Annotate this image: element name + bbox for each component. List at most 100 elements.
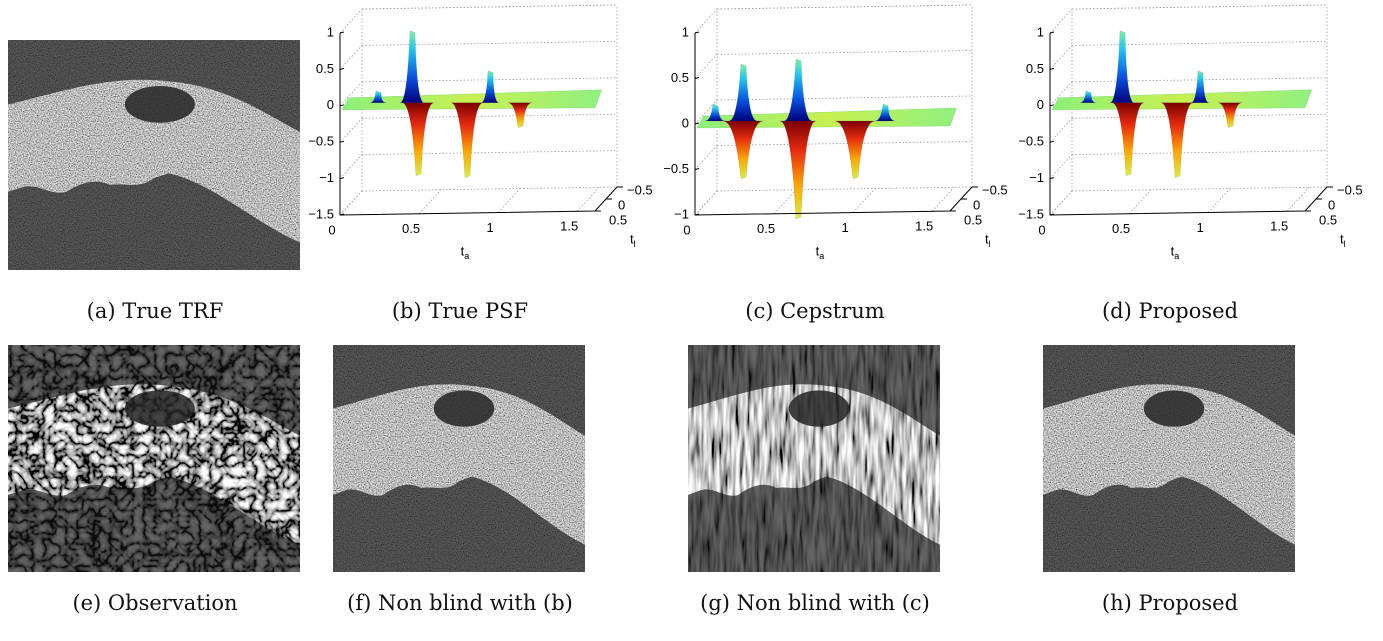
caption: (d) Proposed <box>1102 299 1238 323</box>
z-tick <box>1049 104 1055 107</box>
z-tick-label: 0 <box>327 97 334 112</box>
z-tick-label: −1 <box>319 170 334 185</box>
surface-trough <box>1111 102 1145 177</box>
z-tick-label: −1 <box>1029 170 1044 185</box>
grid-line <box>1128 189 1152 215</box>
z-tick <box>339 177 345 180</box>
y-tick-label: −0.5 <box>1337 182 1363 197</box>
z-tick-label: −1.5 <box>308 206 334 221</box>
z-tick-label: −1.5 <box>1018 206 1044 221</box>
surface-peak <box>480 70 500 103</box>
surface-trough <box>507 102 533 129</box>
surface-trough <box>779 120 817 220</box>
surface-trough <box>450 102 484 179</box>
axis-line <box>1049 33 1328 216</box>
z-tick <box>339 140 345 143</box>
lesion <box>433 390 495 427</box>
grid-line <box>1049 8 1073 34</box>
surface-trough <box>1160 102 1194 179</box>
z-tick-label: 1 <box>327 24 334 39</box>
surface-plot: 10.50−0.5−10 0.5 1 1.5ta−0.500.5tl <box>663 4 1008 261</box>
image <box>1043 345 1295 572</box>
y-tick-label: −0.5 <box>627 182 653 197</box>
surface-plot: 10.50−0.5−1−1.50 0.5 1 1.5ta−0.500.5tl <box>1018 4 1363 261</box>
grid-line <box>361 4 618 10</box>
grid-line <box>361 77 618 83</box>
z-tick-label: −0.5 <box>663 161 689 176</box>
grid-line <box>694 8 718 34</box>
surface-trough <box>834 120 876 180</box>
z-tick-label: 0.5 <box>316 61 334 76</box>
surface-trough <box>1217 102 1243 129</box>
x-tick-label: 0 <box>1038 222 1045 237</box>
grid-line <box>339 8 363 34</box>
z-tick-label: 0.5 <box>1026 61 1044 76</box>
z-tick <box>694 31 700 34</box>
grid-line <box>361 186 618 192</box>
image <box>333 345 585 572</box>
x-axis-label: ta <box>461 243 470 261</box>
grid-line <box>361 113 618 119</box>
x-tick-label: 0 <box>328 222 335 237</box>
grid-line <box>716 186 973 192</box>
grid-line <box>418 189 442 215</box>
y-tick-label: 0.5 <box>964 212 982 227</box>
z-tick-label: 1 <box>1037 24 1044 39</box>
y-axis-label: tl <box>1340 231 1346 249</box>
caption: (b) True PSF <box>392 299 528 323</box>
grid-line <box>1049 190 1073 216</box>
caption: (a) True TRF <box>87 299 224 323</box>
surface-peak <box>1079 90 1097 103</box>
z-tick <box>694 168 700 170</box>
x-axis-label-sub: a <box>1174 251 1179 261</box>
grid-line <box>694 190 718 216</box>
grid-line <box>716 141 973 146</box>
lesion <box>788 390 850 427</box>
y-axis-label-sub: l <box>634 239 636 249</box>
axis-line <box>339 33 618 216</box>
image <box>8 345 300 572</box>
surface-peak <box>1190 70 1210 103</box>
y-tick-label: 0 <box>973 197 980 212</box>
grid-line <box>1049 117 1073 143</box>
grid-line <box>1286 187 1310 212</box>
grid-line <box>716 95 973 101</box>
grid-line <box>716 4 973 191</box>
surface-peak <box>783 58 813 122</box>
grid-line <box>716 50 973 55</box>
z-tick-label: 0 <box>682 115 689 130</box>
caption: (e) Observation <box>72 591 237 615</box>
grid-line <box>339 154 363 179</box>
surface-plot: 10.50−0.5−1−1.50 0.5 1 1.5ta−0.500.5tl <box>308 4 653 261</box>
z-tick <box>694 77 700 79</box>
z-tick-label: −1 <box>674 206 689 221</box>
grid-line <box>339 117 363 143</box>
grid-line <box>773 189 797 215</box>
surface-trough <box>401 102 435 177</box>
lesion <box>1143 390 1205 427</box>
z-tick <box>1049 67 1055 70</box>
grid-line <box>1049 154 1073 179</box>
z-tick <box>339 67 345 70</box>
caption: (h) Proposed <box>1102 591 1238 615</box>
y-tick-label: 0.5 <box>609 212 627 227</box>
x-tick-label: 1.5 <box>1270 219 1288 234</box>
x-axis-label: ta <box>1171 243 1180 261</box>
x-tick-label: 1 <box>841 220 848 235</box>
grid-line <box>716 4 973 10</box>
grid-line <box>931 187 955 212</box>
x-tick-label: 0.5 <box>757 221 775 236</box>
surface-trough <box>722 120 764 180</box>
image <box>688 345 940 572</box>
grid-line <box>1049 45 1073 70</box>
grid-line <box>852 188 876 213</box>
z-tick <box>1049 177 1055 180</box>
x-tick-label: 1 <box>486 220 493 235</box>
surface-peak <box>399 30 425 103</box>
grid-line <box>576 187 600 212</box>
surface-peak <box>874 103 896 122</box>
y-axis-label: tl <box>630 231 636 249</box>
x-axis-label: ta <box>816 243 825 261</box>
lesion <box>124 86 195 123</box>
